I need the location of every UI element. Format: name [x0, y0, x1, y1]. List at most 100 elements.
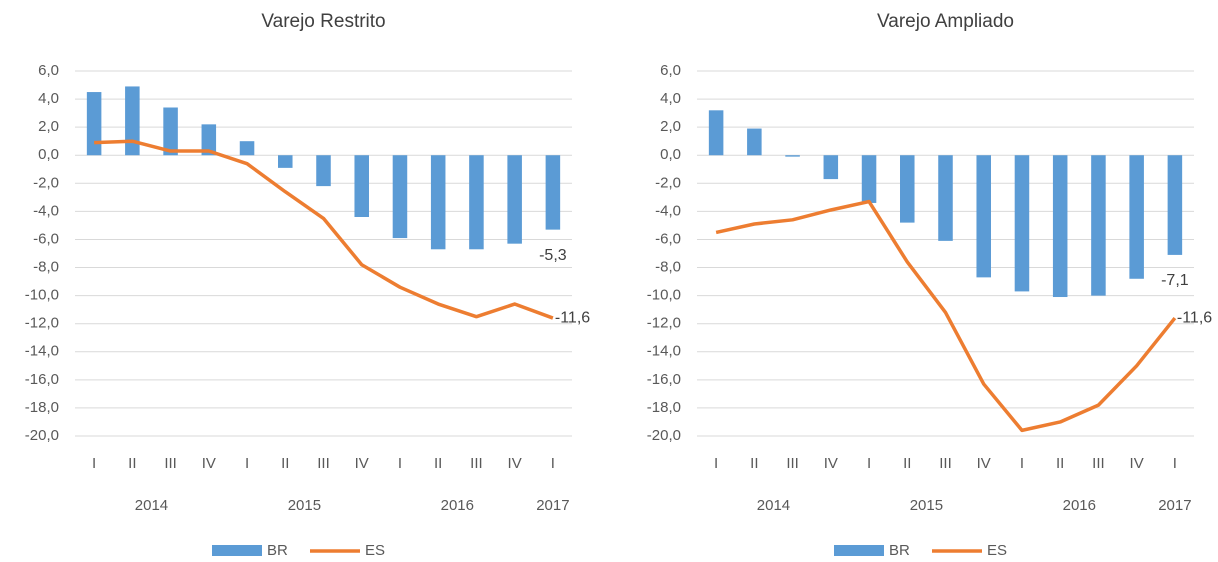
y-tick-label: -10,0 — [647, 287, 681, 304]
bar — [938, 155, 953, 241]
x-tick-label: I — [245, 455, 249, 472]
x-tick-label: I — [398, 455, 402, 472]
y-tick-label: 6,0 — [38, 62, 59, 79]
x-tick-label: III — [786, 455, 799, 472]
chart-panel: Varejo Ampliado 6,0 4,0 2,0 0,0 -2,0 -4,0 -6,0 -… — [647, 11, 1212, 559]
y-tick-label: 2,0 — [38, 118, 59, 135]
bar — [1129, 155, 1144, 279]
y-tick-label: -20,0 — [25, 427, 59, 444]
chart-panel: Varejo Restrito 6,0 4,0 2,0 0,0 -2,0 -4,0 -6,0 -… — [25, 11, 590, 559]
y-tick-label: -8,0 — [33, 259, 59, 276]
y-tick-label: -20,0 — [647, 427, 681, 444]
x-tick-label: I — [1173, 455, 1177, 472]
x-tick-label: II — [903, 455, 911, 472]
bar — [163, 107, 178, 156]
bar — [469, 155, 484, 250]
y-tick-label: -16,0 — [25, 371, 59, 388]
legend-swatch — [834, 545, 884, 556]
data-label: -11,6 — [1177, 309, 1212, 326]
year-label: 2014 — [757, 497, 790, 514]
y-tick-label: -4,0 — [33, 202, 59, 219]
year-label: 2015 — [910, 497, 943, 514]
x-tick-label: I — [92, 455, 96, 472]
y-tick-label: -12,0 — [647, 315, 681, 332]
y-tick-label: -14,0 — [25, 343, 59, 360]
x-tick-label: II — [281, 455, 289, 472]
bar — [900, 155, 915, 223]
bar — [316, 155, 331, 187]
data-label: -5,3 — [539, 247, 567, 264]
bar — [545, 155, 561, 230]
year-label: 2017 — [536, 497, 569, 514]
bar — [201, 124, 217, 156]
y-tick-label: -6,0 — [33, 230, 59, 247]
y-tick-label: -4,0 — [655, 202, 681, 219]
bar — [976, 155, 991, 278]
x-tick-label: III — [939, 455, 952, 472]
chart-title: Varejo Ampliado — [877, 11, 1014, 32]
y-tick-label: -6,0 — [655, 230, 681, 247]
x-tick-label: III — [317, 455, 330, 472]
data-label: -7,1 — [1161, 272, 1189, 289]
x-tick-label: I — [1020, 455, 1024, 472]
y-tick-label: 4,0 — [660, 90, 681, 107]
legend-label: ES — [365, 542, 385, 559]
bar — [1052, 155, 1068, 298]
x-tick-label: III — [164, 455, 177, 472]
year-label: 2014 — [135, 497, 168, 514]
x-tick-label: IV — [1130, 455, 1144, 472]
y-tick-label: -2,0 — [655, 174, 681, 191]
bar — [747, 128, 762, 156]
bar — [823, 155, 839, 180]
y-tick-label: 4,0 — [38, 90, 59, 107]
x-tick-label: I — [867, 455, 871, 472]
y-tick-label: -14,0 — [647, 343, 681, 360]
year-label: 2016 — [441, 497, 474, 514]
x-tick-label: I — [551, 455, 555, 472]
bar — [785, 155, 800, 157]
bar — [239, 141, 255, 156]
legend-label: BR — [267, 542, 288, 559]
bar — [86, 92, 102, 156]
y-tick-label: -2,0 — [33, 174, 59, 191]
x-tick-label: IV — [977, 455, 991, 472]
bar — [430, 155, 446, 250]
x-tick-label: IV — [508, 455, 522, 472]
line — [715, 199, 1177, 433]
x-tick-label: II — [128, 455, 136, 472]
year-label: 2016 — [1063, 497, 1096, 514]
bar — [861, 155, 877, 203]
x-tick-label: I — [714, 455, 718, 472]
line — [94, 139, 554, 320]
bar — [1014, 155, 1030, 292]
y-tick-label: -16,0 — [647, 371, 681, 388]
x-tick-label: IV — [355, 455, 369, 472]
legend-swatch — [212, 545, 262, 556]
x-tick-label: IV — [202, 455, 216, 472]
y-tick-label: -18,0 — [647, 399, 681, 416]
x-tick-label: III — [1092, 455, 1105, 472]
chart-title: Varejo Restrito — [261, 11, 385, 32]
legend-label: ES — [987, 542, 1007, 559]
y-tick-label: -12,0 — [25, 315, 59, 332]
year-label: 2017 — [1158, 497, 1191, 514]
bar — [354, 155, 369, 217]
bar — [1167, 155, 1183, 255]
bar — [708, 110, 724, 156]
x-tick-label: II — [1056, 455, 1064, 472]
y-tick-label: 2,0 — [660, 118, 681, 135]
bar — [507, 155, 522, 244]
x-tick-label: IV — [824, 455, 838, 472]
data-label: -11,6 — [555, 309, 590, 326]
y-tick-label: -10,0 — [25, 287, 59, 304]
y-tick-label: 6,0 — [660, 62, 681, 79]
year-label: 2015 — [288, 497, 321, 514]
x-tick-label: II — [434, 455, 442, 472]
bar — [392, 155, 408, 239]
y-tick-label: -8,0 — [655, 259, 681, 276]
x-tick-label: III — [470, 455, 483, 472]
y-tick-label: 0,0 — [660, 146, 681, 163]
bar — [125, 86, 140, 156]
